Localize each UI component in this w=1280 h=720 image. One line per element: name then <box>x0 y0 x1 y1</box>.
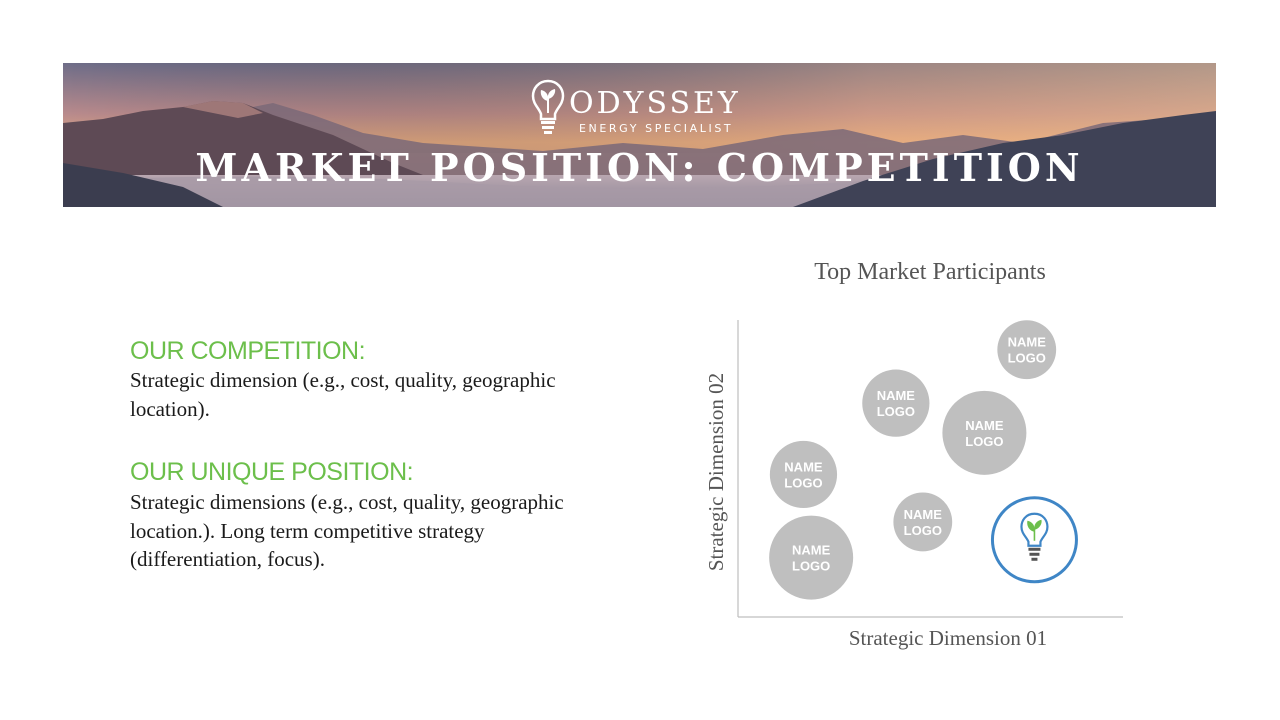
competitor-bubble-circle <box>769 440 838 509</box>
competitor-bubble-label: LOGO <box>784 475 822 490</box>
competitor-bubble-label: LOGO <box>877 404 915 419</box>
page-title: MARKET POSITION: COMPETITION <box>195 145 1084 190</box>
competitor-bubble-circle <box>893 492 953 552</box>
competitor-bubble-circle <box>997 320 1057 380</box>
competitor-bubble-label: LOGO <box>1008 351 1046 366</box>
unique-position-text: Strategic dimensions (e.g., cost, qualit… <box>130 490 564 571</box>
competitor-bubble-label: NAME <box>1008 335 1047 350</box>
competitor-bubble-circle <box>862 369 930 437</box>
brand-name: ODYSSEY <box>569 86 741 121</box>
unique-position-heading: OUR UNIQUE POSITION: <box>130 458 414 486</box>
lightbulb-logo-icon <box>531 79 565 134</box>
competitor-bubble-label: NAME <box>904 507 943 522</box>
competitor-bubble-label: NAME <box>965 418 1004 433</box>
competitor-bubble-label: LOGO <box>965 434 1003 449</box>
brand-tagline: ENERGY SPECIALIST <box>579 122 734 135</box>
company-logo: ODYSSEY ENERGY SPECIALIST <box>531 79 751 139</box>
competitor-bubble-label: LOGO <box>792 559 830 574</box>
chart-axes <box>737 320 1123 618</box>
competitor-bubble-label: NAME <box>792 543 831 558</box>
mountain-landscape-image <box>63 63 1216 207</box>
positioning-chart: Strategic Dimension 01 Strategic Dimensi… <box>704 320 1123 650</box>
competition-heading: OUR COMPETITION: <box>130 337 366 365</box>
x-axis-label: Strategic Dimension 01 <box>849 626 1047 650</box>
competitor-bubble-label: LOGO <box>904 523 942 538</box>
competition-text: Strategic dimension (e.g., cost, quality… <box>130 368 556 421</box>
lightbulb-leaf-icon <box>1020 512 1049 561</box>
competitor-bubble-circle <box>769 515 854 600</box>
competitor-bubble-label: NAME <box>784 459 823 474</box>
bubble-series: NAMELOGONAMELOGONAMELOGONAMELOGONAMELOGO… <box>769 320 1057 600</box>
own-position-marker <box>990 496 1078 584</box>
chart-title: Top Market Participants <box>814 259 1046 285</box>
competitor-bubble-circle <box>942 390 1027 475</box>
competitor-bubble-label: NAME <box>877 388 916 403</box>
header-banner: ODYSSEY ENERGY SPECIALIST MARKET POSITIO… <box>63 63 1216 207</box>
y-axis-label: Strategic Dimension 02 <box>704 373 728 571</box>
